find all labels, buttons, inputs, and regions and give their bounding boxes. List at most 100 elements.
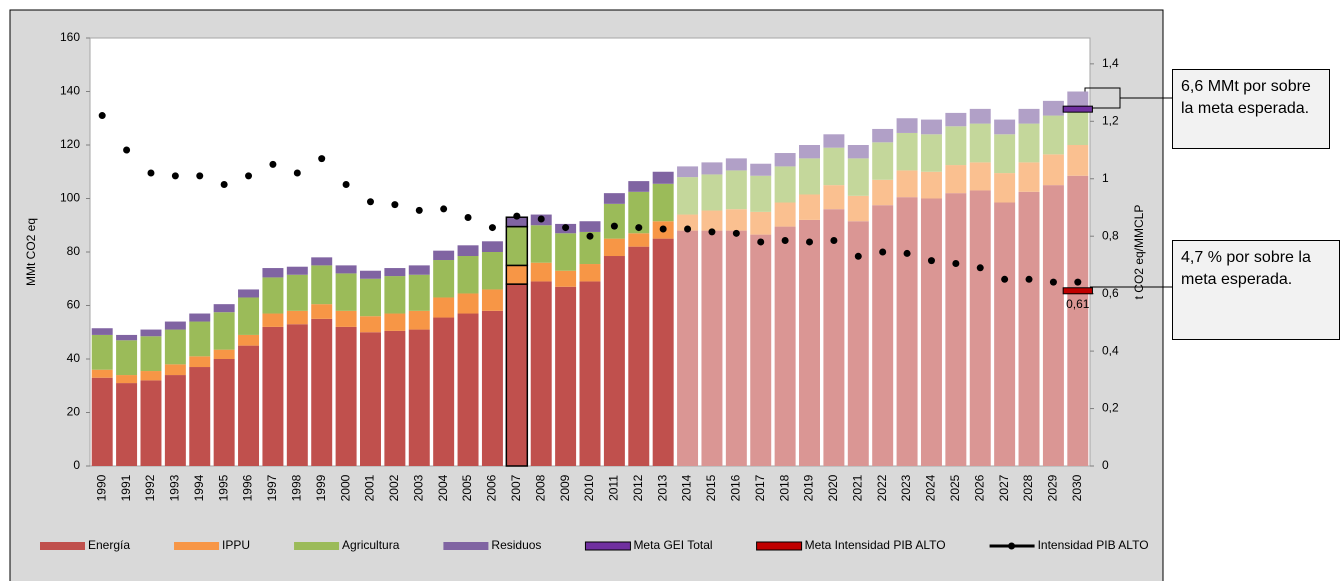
line-marker bbox=[171, 172, 179, 180]
bar bbox=[213, 312, 235, 350]
x-tick-label: 2002 bbox=[387, 474, 401, 501]
x-tick-label: 2026 bbox=[972, 474, 986, 501]
line-marker bbox=[98, 112, 106, 120]
y2-tick-label: 1,2 bbox=[1102, 113, 1119, 127]
bar bbox=[116, 383, 138, 466]
annotation: 4,7 % por sobre la meta esperada. bbox=[1172, 240, 1340, 340]
x-tick-label: 2005 bbox=[460, 474, 474, 501]
bar bbox=[799, 145, 820, 159]
bar bbox=[847, 158, 869, 196]
bar bbox=[481, 310, 503, 466]
bar bbox=[652, 171, 674, 184]
bar bbox=[701, 174, 723, 211]
x-tick-label: 2003 bbox=[411, 474, 425, 501]
bar bbox=[628, 191, 650, 234]
line-marker bbox=[318, 155, 326, 163]
bar bbox=[360, 278, 381, 317]
line-marker bbox=[342, 180, 350, 188]
bar bbox=[725, 230, 747, 466]
bar bbox=[311, 257, 333, 266]
bar bbox=[847, 195, 869, 222]
x-tick-label: 2011 bbox=[607, 475, 621, 501]
bar bbox=[603, 203, 625, 239]
x-tick-label: 2024 bbox=[924, 474, 938, 501]
x-tick-label: 2022 bbox=[875, 474, 889, 501]
bar bbox=[1018, 162, 1040, 192]
bar bbox=[91, 328, 113, 335]
bar bbox=[116, 334, 138, 341]
bar bbox=[725, 158, 747, 171]
x-tick-label: 1994 bbox=[192, 474, 206, 501]
bar bbox=[774, 202, 796, 227]
bar bbox=[750, 163, 772, 176]
y-tick-label: 40 bbox=[67, 351, 81, 365]
x-tick-label: 1991 bbox=[119, 474, 133, 501]
bar bbox=[652, 238, 674, 466]
bar bbox=[628, 233, 650, 247]
x-tick-label: 2001 bbox=[363, 474, 377, 501]
legend-swatch bbox=[174, 542, 220, 550]
line-marker bbox=[245, 172, 253, 180]
bar bbox=[457, 313, 479, 466]
bar bbox=[555, 233, 577, 271]
bar bbox=[1042, 115, 1064, 155]
bar bbox=[481, 241, 503, 252]
bar bbox=[555, 270, 577, 287]
bar bbox=[994, 173, 1016, 203]
x-tick-label: 1995 bbox=[216, 474, 230, 501]
bar bbox=[213, 304, 235, 313]
bar bbox=[360, 270, 381, 279]
bar bbox=[335, 273, 357, 311]
bar bbox=[750, 234, 772, 466]
bar bbox=[945, 126, 967, 166]
legend-label: Meta GEI Total bbox=[633, 538, 712, 552]
x-tick-label: 2009 bbox=[558, 474, 572, 501]
bar bbox=[457, 293, 479, 314]
bar bbox=[408, 310, 430, 330]
line-marker bbox=[781, 237, 789, 245]
bar bbox=[360, 316, 381, 333]
x-tick-label: 2018 bbox=[777, 474, 791, 501]
bar bbox=[433, 317, 455, 466]
bar bbox=[262, 268, 284, 278]
x-tick-label: 1997 bbox=[265, 474, 279, 501]
bar bbox=[677, 214, 699, 231]
bar bbox=[140, 371, 162, 381]
bar bbox=[896, 118, 918, 133]
line-marker bbox=[635, 224, 643, 232]
bar bbox=[116, 375, 138, 384]
bar bbox=[1042, 100, 1064, 116]
y-tick-label: 140 bbox=[60, 84, 80, 98]
y-tick-label: 80 bbox=[67, 244, 81, 258]
bar bbox=[677, 177, 699, 215]
bar bbox=[701, 230, 723, 466]
bar bbox=[116, 340, 138, 376]
bar bbox=[555, 286, 577, 466]
bar bbox=[384, 268, 406, 277]
x-tick-label: 2019 bbox=[802, 474, 816, 501]
line-marker bbox=[537, 215, 545, 223]
bar bbox=[872, 179, 894, 206]
bar bbox=[872, 128, 894, 143]
bar bbox=[994, 134, 1016, 174]
bar bbox=[896, 170, 918, 198]
x-tick-label: 2021 bbox=[850, 474, 864, 501]
bar bbox=[238, 345, 260, 466]
line-marker bbox=[488, 224, 496, 232]
legend-swatch bbox=[584, 541, 631, 551]
bar bbox=[701, 162, 723, 175]
bar bbox=[603, 256, 625, 466]
bar bbox=[603, 238, 625, 257]
bar bbox=[286, 310, 308, 325]
bar bbox=[140, 336, 162, 372]
bar bbox=[164, 329, 186, 365]
bar bbox=[238, 334, 260, 346]
bar bbox=[189, 321, 211, 357]
line-marker bbox=[1074, 278, 1082, 286]
line-marker bbox=[440, 205, 448, 213]
x-tick-label: 2029 bbox=[1046, 474, 1060, 501]
bar bbox=[286, 324, 308, 466]
bar bbox=[1018, 108, 1040, 124]
x-tick-label: 2028 bbox=[1021, 474, 1035, 501]
